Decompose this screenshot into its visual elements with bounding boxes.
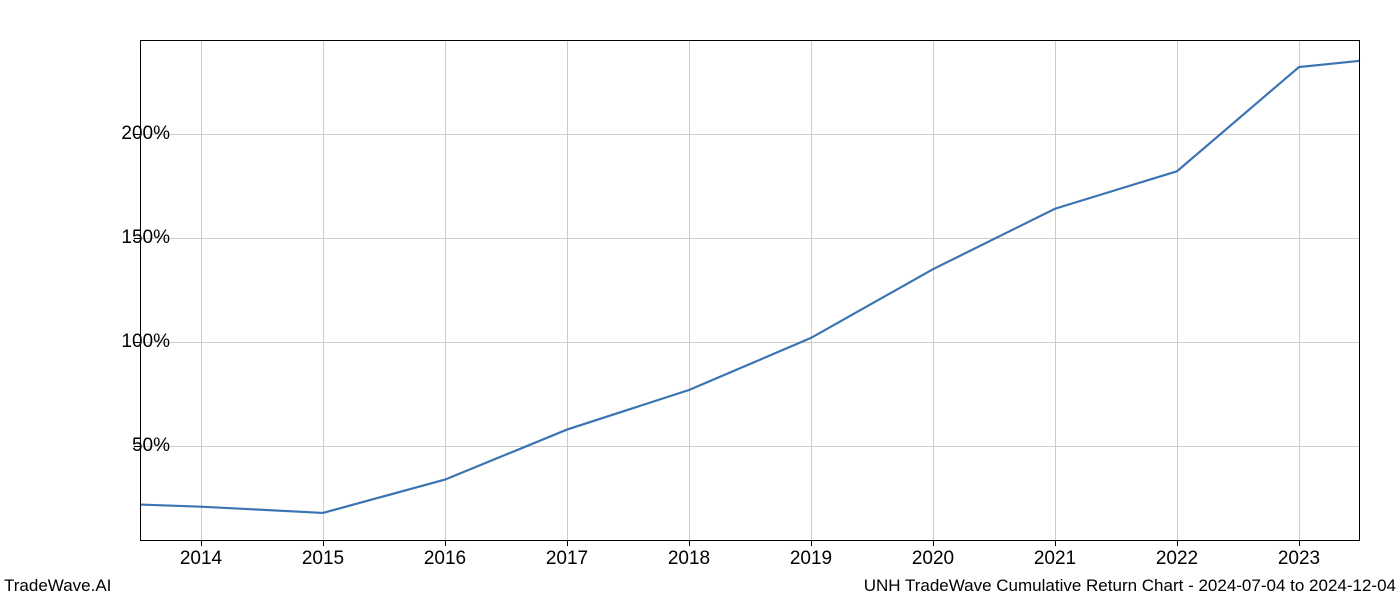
x-tick-label: 2014 [171, 548, 231, 570]
x-tick-label: 2018 [659, 548, 719, 570]
x-tick-label: 2016 [415, 548, 475, 570]
watermark-label: TradeWave.AI [4, 576, 111, 596]
right-border [1359, 40, 1360, 540]
chart-plot-area [140, 40, 1360, 540]
y-axis-border [140, 40, 141, 540]
top-border [140, 40, 1360, 41]
x-tick-label: 2021 [1025, 548, 1085, 570]
x-tick-label: 2020 [903, 548, 963, 570]
x-tick-label: 2017 [537, 548, 597, 570]
data-line [140, 61, 1360, 513]
x-tick-label: 2022 [1147, 548, 1207, 570]
x-axis-border [140, 540, 1360, 541]
x-tick-label: 2019 [781, 548, 841, 570]
line-series [140, 40, 1360, 540]
chart-title-label: UNH TradeWave Cumulative Return Chart - … [864, 576, 1396, 596]
x-tick-label: 2015 [293, 548, 353, 570]
x-tick-label: 2023 [1269, 548, 1329, 570]
